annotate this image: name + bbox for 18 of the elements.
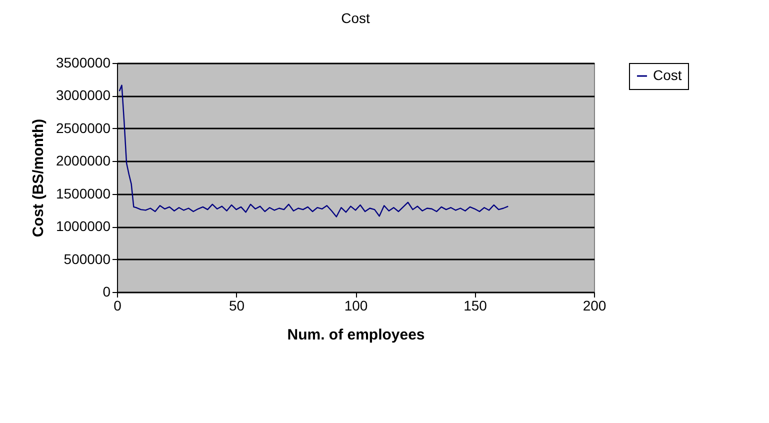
- x-tick-label: 0: [114, 298, 122, 314]
- line-series: [118, 84, 509, 218]
- y-tick-label: 1500000: [56, 185, 111, 202]
- y-tick-label: 0: [102, 284, 111, 300]
- y-tick-label: 3500000: [56, 54, 111, 70]
- y-tick-label: 500000: [64, 250, 111, 267]
- y-tick-label: 1000000: [56, 218, 111, 234]
- y-tick-label: 3000000: [56, 87, 111, 104]
- y-axis-title: Cost (BS/month): [30, 118, 47, 238]
- legend-label: Cost: [653, 67, 682, 83]
- x-tick-label: 100: [344, 298, 368, 314]
- x-tick-label: 50: [228, 298, 245, 314]
- chart-title: Cost: [341, 10, 370, 26]
- x-tick-label: 150: [464, 298, 488, 314]
- x-axis-title: Num. of employees: [287, 326, 425, 344]
- y-tick-label: 2500000: [56, 120, 111, 136]
- x-tick-label: 200: [582, 298, 606, 314]
- y-tick-label: 2000000: [56, 152, 111, 169]
